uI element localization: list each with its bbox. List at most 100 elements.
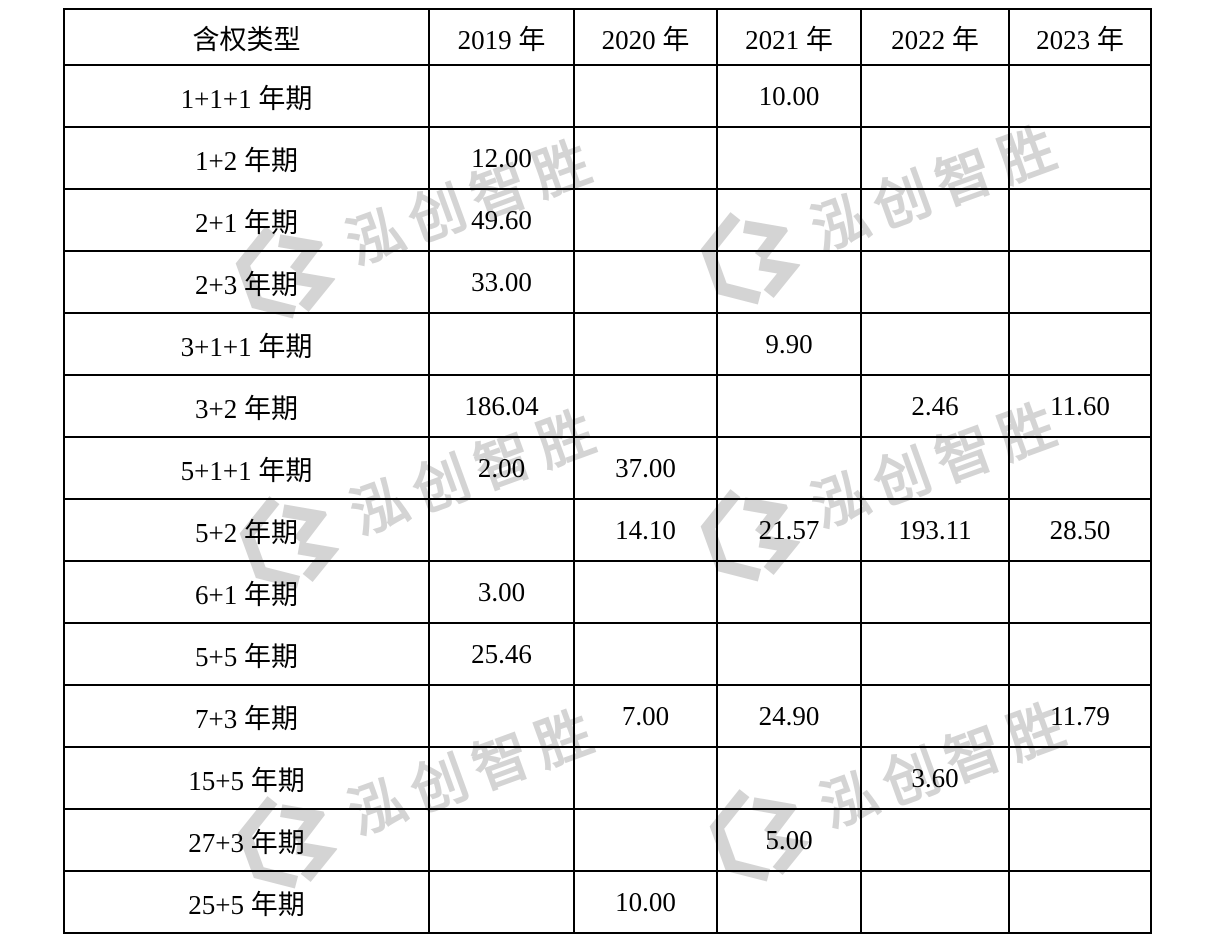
- value-cell: [716, 374, 862, 438]
- table-row: 1+1+1 年期 10.00: [63, 64, 1152, 128]
- table-row: 27+3 年期 5.00: [63, 808, 1152, 872]
- value-cell: [1008, 64, 1152, 128]
- value-cell: [716, 746, 862, 810]
- value-cell: 37.00: [573, 436, 718, 500]
- column-header: 2020 年: [573, 8, 718, 66]
- value-cell: [716, 560, 862, 624]
- table-row: 5+5 年期 25.46: [63, 622, 1152, 686]
- value-cell: [860, 64, 1010, 128]
- value-cell: [1008, 312, 1152, 376]
- value-cell: [860, 622, 1010, 686]
- row-label: 1+1+1 年期: [63, 64, 430, 128]
- value-cell: [1008, 746, 1152, 810]
- value-cell: 14.10: [573, 498, 718, 562]
- table-row: 2+1 年期 49.60: [63, 188, 1152, 252]
- value-cell: [573, 64, 718, 128]
- value-cell: 3.00: [428, 560, 575, 624]
- value-cell: 28.50: [1008, 498, 1152, 562]
- value-cell: [573, 126, 718, 190]
- table-header: 含权类型 2019 年 2020 年 2021 年 2022 年 2023 年: [63, 8, 1152, 66]
- value-cell: [428, 808, 575, 872]
- value-cell: [428, 684, 575, 748]
- value-cell: 24.90: [716, 684, 862, 748]
- row-label: 3+2 年期: [63, 374, 430, 438]
- value-cell: [860, 126, 1010, 190]
- value-cell: [716, 126, 862, 190]
- value-cell: [716, 250, 862, 314]
- table-row: 3+1+1 年期 9.90: [63, 312, 1152, 376]
- table-row: 1+2 年期 12.00: [63, 126, 1152, 190]
- value-cell: 7.00: [573, 684, 718, 748]
- value-cell: [860, 250, 1010, 314]
- value-cell: [428, 312, 575, 376]
- value-cell: [573, 808, 718, 872]
- table-row: 7+3 年期 7.00 24.90 11.79: [63, 684, 1152, 748]
- value-cell: [573, 250, 718, 314]
- row-label: 3+1+1 年期: [63, 312, 430, 376]
- value-cell: [1008, 560, 1152, 624]
- value-cell: [573, 746, 718, 810]
- row-label: 2+1 年期: [63, 188, 430, 252]
- value-cell: [1008, 436, 1152, 500]
- value-cell: [860, 188, 1010, 252]
- row-label: 1+2 年期: [63, 126, 430, 190]
- value-cell: 10.00: [573, 870, 718, 934]
- row-label: 5+2 年期: [63, 498, 430, 562]
- table-row: 5+1+1 年期 2.00 37.00: [63, 436, 1152, 500]
- value-cell: [860, 684, 1010, 748]
- embedded-option-type-table: 含权类型 2019 年 2020 年 2021 年 2022 年 2023 年 1+1+1…: [63, 8, 1152, 934]
- row-label: 2+3 年期: [63, 250, 430, 314]
- row-label: 5+1+1 年期: [63, 436, 430, 500]
- table-row: 3+2 年期 186.04 2.46 11.60: [63, 374, 1152, 438]
- row-label: 7+3 年期: [63, 684, 430, 748]
- value-cell: [573, 188, 718, 252]
- column-header: 2019 年: [428, 8, 575, 66]
- row-label: 15+5 年期: [63, 746, 430, 810]
- column-header: 含权类型: [63, 8, 430, 66]
- value-cell: [716, 622, 862, 686]
- value-cell: 25.46: [428, 622, 575, 686]
- column-header: 2021 年: [716, 8, 862, 66]
- value-cell: [860, 560, 1010, 624]
- column-header: 2023 年: [1008, 8, 1152, 66]
- value-cell: 2.46: [860, 374, 1010, 438]
- table-row: 2+3 年期 33.00: [63, 250, 1152, 314]
- value-cell: 9.90: [716, 312, 862, 376]
- value-cell: [428, 498, 575, 562]
- value-cell: [1008, 870, 1152, 934]
- row-label: 6+1 年期: [63, 560, 430, 624]
- value-cell: [1008, 622, 1152, 686]
- row-label: 25+5 年期: [63, 870, 430, 934]
- value-cell: 186.04: [428, 374, 575, 438]
- value-cell: [1008, 808, 1152, 872]
- value-cell: 11.79: [1008, 684, 1152, 748]
- value-cell: 10.00: [716, 64, 862, 128]
- value-cell: [428, 746, 575, 810]
- value-cell: [428, 64, 575, 128]
- value-cell: [573, 622, 718, 686]
- table-row: 25+5 年期 10.00: [63, 870, 1152, 934]
- value-cell: 11.60: [1008, 374, 1152, 438]
- table-body: 1+1+1 年期 10.00 1+2 年期 12.00 2+1 年期 49.60 2+3 年…: [63, 64, 1152, 934]
- value-cell: [860, 436, 1010, 500]
- column-header: 2022 年: [860, 8, 1010, 66]
- value-cell: [716, 436, 862, 500]
- value-cell: [573, 560, 718, 624]
- value-cell: 12.00: [428, 126, 575, 190]
- header-row: 含权类型 2019 年 2020 年 2021 年 2022 年 2023 年: [63, 8, 1152, 66]
- value-cell: [716, 870, 862, 934]
- value-cell: 193.11: [860, 498, 1010, 562]
- value-cell: 2.00: [428, 436, 575, 500]
- value-cell: [860, 870, 1010, 934]
- value-cell: [716, 188, 862, 252]
- value-cell: [428, 870, 575, 934]
- value-cell: 3.60: [860, 746, 1010, 810]
- value-cell: [573, 374, 718, 438]
- value-cell: 21.57: [716, 498, 862, 562]
- table-row: 15+5 年期 3.60: [63, 746, 1152, 810]
- row-label: 27+3 年期: [63, 808, 430, 872]
- table-row: 6+1 年期 3.00: [63, 560, 1152, 624]
- value-cell: 5.00: [716, 808, 862, 872]
- value-cell: 33.00: [428, 250, 575, 314]
